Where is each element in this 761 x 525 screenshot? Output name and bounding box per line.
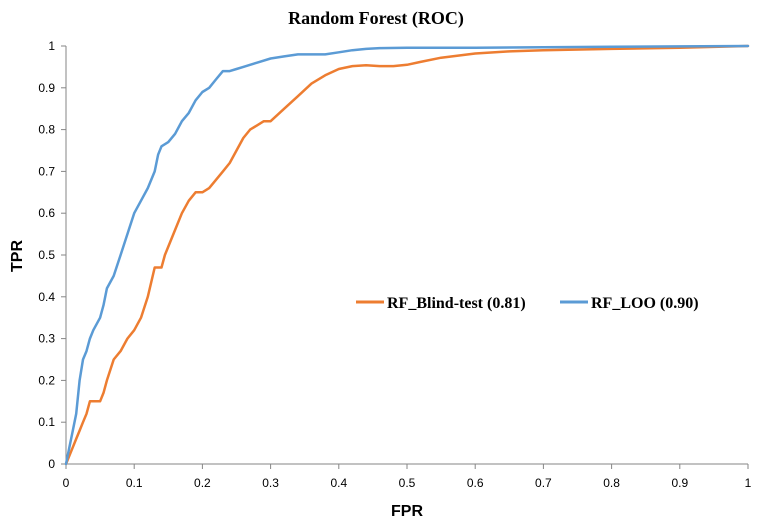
y-tick-label: 0.2 <box>38 373 55 387</box>
axes <box>65 46 748 465</box>
y-tick-label: 0.6 <box>38 206 55 220</box>
y-tick-label: 0.1 <box>38 415 55 429</box>
x-tick-label: 0 <box>63 476 70 490</box>
chart-title: Random Forest (ROC) <box>288 8 464 29</box>
x-tick-label: 0.7 <box>535 476 552 490</box>
x-tick-label: 0.4 <box>330 476 347 490</box>
y-tick-label: 0.3 <box>38 332 55 346</box>
x-tick-label: 0.1 <box>126 476 143 490</box>
y-axis-label: TPR <box>9 240 26 272</box>
x-tick-label: 0.2 <box>194 476 211 490</box>
y-tick-label: 0.5 <box>38 248 55 262</box>
y-axis-ticks: 0 0.1 0.2 0.3 0.4 0.5 0.6 0.7 0.8 0.9 1 <box>38 39 66 471</box>
x-tick-label: 0.8 <box>603 476 620 490</box>
legend-label-loo: RF_LOO (0.90) <box>591 295 699 312</box>
x-tick-label: 1 <box>745 476 752 490</box>
series-line-loo <box>64 44 750 466</box>
x-axis-label: FPR <box>391 503 423 520</box>
y-tick-label: 0.8 <box>38 123 55 137</box>
y-tick-label: 0.4 <box>38 290 55 304</box>
series-line-blind-test <box>64 44 750 466</box>
series-lines <box>64 44 750 466</box>
y-tick-label: 1 <box>48 39 55 53</box>
x-axis-ticks: 0 0.1 0.2 0.3 0.4 0.5 0.6 0.7 0.8 0.9 1 <box>63 464 752 490</box>
x-tick-label: 0.9 <box>671 476 688 490</box>
legend-label-blind-test: RF_Blind-test (0.81) <box>387 295 526 312</box>
x-tick-label: 0.3 <box>262 476 279 490</box>
y-tick-label: 0.9 <box>38 81 55 95</box>
legend: RF_Blind-test (0.81) RF_LOO (0.90) <box>356 295 699 312</box>
y-tick-label: 0.7 <box>38 164 55 178</box>
x-tick-label: 0.5 <box>399 476 416 490</box>
x-tick-label: 0.6 <box>467 476 484 490</box>
y-tick-label: 0 <box>48 457 55 471</box>
